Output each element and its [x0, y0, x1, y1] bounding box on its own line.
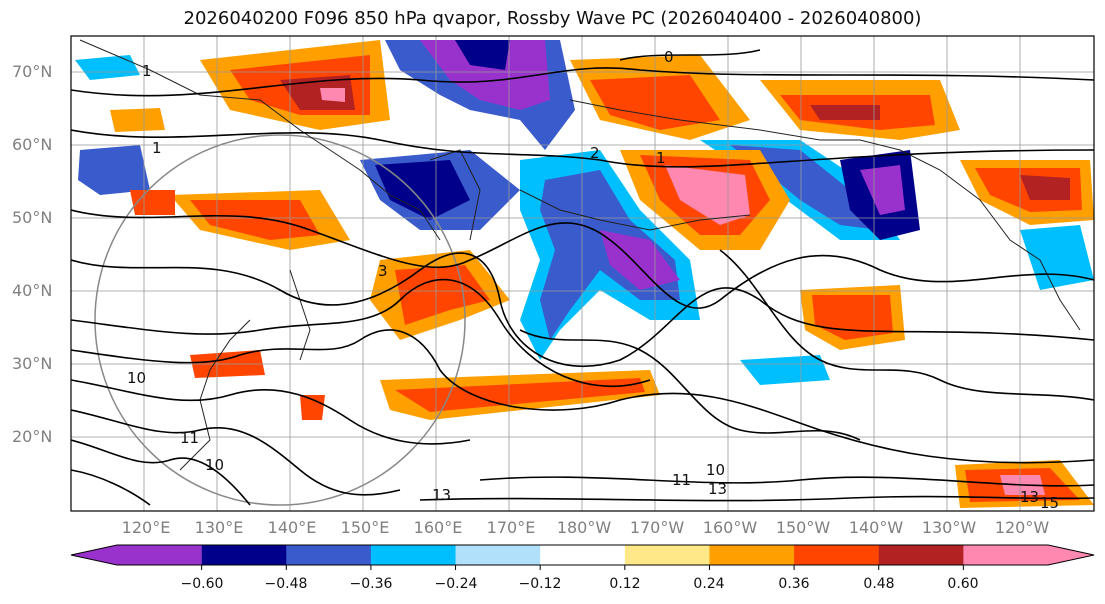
colorbar-tick-label: −0.24 — [434, 576, 478, 592]
colorbar-segment — [540, 545, 626, 565]
colorbar-tick-label: −0.60 — [180, 576, 224, 592]
colorbar-segment — [963, 545, 1094, 565]
contour-label: 0 — [664, 48, 674, 66]
contour-label: 15 — [1040, 494, 1059, 512]
contour-label: 13 — [708, 480, 727, 498]
contour-label: 1 — [152, 139, 162, 157]
lat-label: 30°N — [12, 354, 53, 373]
contour-label: 13 — [432, 486, 451, 504]
colorbar-segments — [71, 545, 1094, 565]
lat-label: 40°N — [12, 281, 53, 300]
lon-label: 140°E — [267, 518, 317, 537]
lon-label: 180°W — [556, 518, 612, 537]
contour-lines — [71, 49, 1094, 506]
colorbar-tick-label: 0.36 — [778, 576, 810, 592]
lat-label: 20°N — [12, 427, 53, 446]
lon-label: 120°E — [121, 518, 171, 537]
colorbar-segment — [71, 545, 202, 565]
lon-label: 130°E — [194, 518, 244, 537]
lat-label: 50°N — [12, 208, 53, 227]
lon-label: 140°W — [848, 518, 904, 537]
colorbar-segment — [624, 545, 710, 565]
colorbar-tick-label: 0.24 — [693, 576, 725, 592]
colorbar-segment — [370, 545, 457, 565]
colorbar-tick-label: −0.12 — [518, 576, 562, 592]
lon-label: 150°E — [340, 518, 390, 537]
colorbar-tick-label: 0.12 — [609, 576, 641, 592]
contour-label: 2 — [590, 144, 600, 162]
lon-label: 130°W — [921, 518, 977, 537]
contour-label: 10 — [205, 456, 224, 474]
contour-label: 10 — [127, 369, 146, 387]
map-title: 2026040200 F096 850 hPa qvapor, Rossby W… — [183, 8, 922, 29]
contour-label: 11 — [180, 429, 199, 447]
contour-label-group: 1 1 0 2 1 3 10 11 10 13 11 10 13 13 15 — [127, 48, 1059, 512]
colorbar-segment — [709, 545, 795, 565]
map-frame — [70, 35, 1095, 512]
region-circle — [94, 134, 466, 506]
lon-label: 160°E — [413, 518, 463, 537]
contour-label: 1 — [142, 62, 152, 80]
lon-label: 120°W — [994, 518, 1050, 537]
lon-label: 160°W — [702, 518, 758, 537]
contour-label: 1 — [656, 149, 666, 167]
lat-label: 60°N — [12, 135, 53, 154]
contour-label: 13 — [1020, 488, 1039, 506]
colorbar-segment — [794, 545, 880, 565]
lon-label: 170°E — [486, 518, 536, 537]
contour-label: 3 — [378, 262, 388, 280]
colorbar-tick-label: −0.36 — [349, 576, 393, 592]
coastlines — [79, 39, 1081, 471]
contour-label: 11 — [672, 471, 691, 489]
colorbar-segment — [286, 545, 372, 565]
graticule — [71, 36, 1094, 511]
lat-label: 70°N — [12, 62, 53, 81]
colorbar-segment — [455, 545, 541, 565]
anomaly-shading — [75, 40, 1094, 508]
colorbar-segment — [878, 545, 964, 565]
colorbar-tick-label: 0.48 — [863, 576, 895, 592]
colorbar-tick-label: −0.48 — [264, 576, 308, 592]
lon-label: 170°W — [629, 518, 685, 537]
colorbar-tick-label: 0.60 — [947, 576, 979, 592]
colorbar-segment — [201, 545, 287, 565]
lon-label: 150°W — [775, 518, 831, 537]
contour-label: 10 — [706, 461, 725, 479]
